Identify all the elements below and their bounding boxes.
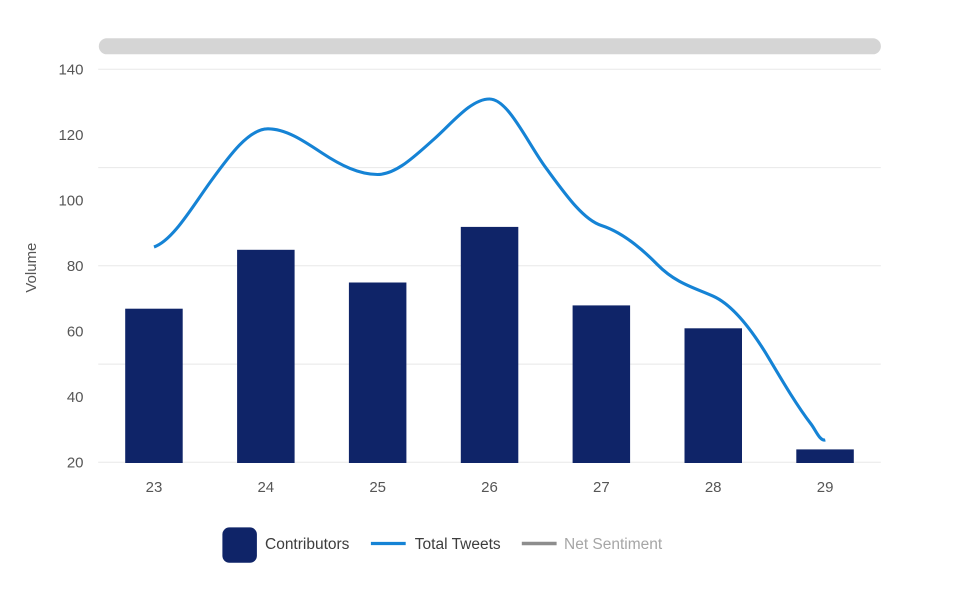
svg-text:27: 27 xyxy=(593,479,610,496)
svg-text:Volume: Volume xyxy=(23,243,40,293)
svg-text:20: 20 xyxy=(67,454,84,471)
svg-text:120: 120 xyxy=(58,127,83,144)
svg-text:Net Sentiment: Net Sentiment xyxy=(564,536,663,553)
svg-text:Contributors: Contributors xyxy=(265,536,350,553)
svg-text:25: 25 xyxy=(369,479,386,496)
svg-text:29: 29 xyxy=(817,479,834,496)
svg-text:28: 28 xyxy=(705,479,722,496)
svg-text:140: 140 xyxy=(58,61,83,78)
svg-text:60: 60 xyxy=(67,323,84,340)
svg-text:100: 100 xyxy=(58,192,83,209)
svg-text:26: 26 xyxy=(481,479,498,496)
svg-text:23: 23 xyxy=(146,479,163,496)
svg-text:80: 80 xyxy=(67,258,84,275)
svg-text:Total Tweets: Total Tweets xyxy=(415,536,501,553)
svg-text:40: 40 xyxy=(67,389,84,406)
svg-text:24: 24 xyxy=(257,479,274,496)
